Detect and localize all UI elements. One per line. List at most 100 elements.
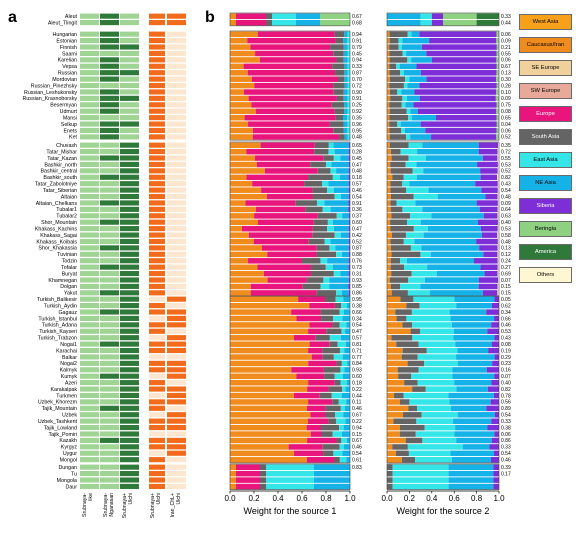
bar-segment bbox=[230, 37, 248, 44]
matrix-cell bbox=[100, 174, 119, 180]
bar-segment bbox=[423, 232, 482, 238]
matrix-cell bbox=[120, 142, 139, 148]
population-name: Altaian bbox=[61, 194, 77, 200]
x-tick-label: 0.2 bbox=[404, 494, 416, 503]
matrix-cell bbox=[100, 181, 119, 187]
pvalue-label: 0.84 bbox=[352, 361, 362, 367]
pvalue-label: 0.09 bbox=[501, 96, 511, 102]
bar-segment bbox=[422, 142, 479, 149]
bar-segment bbox=[348, 277, 350, 283]
bar-segment bbox=[457, 412, 495, 418]
bar-segment bbox=[230, 245, 263, 251]
pvalue-label: 0.72 bbox=[501, 149, 511, 155]
bar-segment bbox=[309, 341, 330, 347]
matrix-cell bbox=[149, 44, 165, 50]
matrix-column-label: Srubnaya- bbox=[82, 493, 88, 517]
matrix-cell bbox=[100, 360, 119, 366]
pvalue-label: 0.06 bbox=[501, 32, 511, 38]
matrix-cell bbox=[120, 450, 139, 456]
pvalue-label: 0.73 bbox=[352, 265, 362, 271]
bar-segment bbox=[489, 444, 499, 450]
matrix-cell bbox=[149, 200, 165, 206]
pvalue-label: 0.15 bbox=[501, 284, 511, 290]
matrix-cell bbox=[167, 431, 186, 437]
bar-segment bbox=[496, 127, 499, 134]
bar-segment bbox=[244, 89, 334, 95]
bar-segment bbox=[403, 174, 417, 181]
bar-segment bbox=[230, 322, 310, 328]
matrix-cell bbox=[167, 271, 186, 277]
matrix-cell bbox=[80, 174, 99, 180]
matrix-cell bbox=[80, 200, 99, 206]
bar-segment bbox=[496, 37, 499, 44]
bar-segment bbox=[247, 70, 336, 76]
bar-segment bbox=[347, 127, 350, 134]
bar-segment bbox=[430, 251, 484, 258]
pvalue-label: 0.95 bbox=[352, 297, 362, 303]
matrix-cell bbox=[149, 181, 165, 187]
bar-segment bbox=[410, 108, 418, 115]
bar-segment bbox=[263, 270, 311, 277]
matrix-cell bbox=[100, 399, 119, 405]
pvalue-label: 0.78 bbox=[501, 393, 511, 399]
bar-segment bbox=[257, 31, 335, 38]
matrix-cell bbox=[80, 168, 99, 174]
bar-segment bbox=[308, 174, 333, 181]
population-name: Tuvinian bbox=[57, 252, 77, 258]
pvalue-label: 0.82 bbox=[501, 387, 511, 393]
bar-segment bbox=[425, 386, 457, 392]
bar-segment bbox=[294, 450, 324, 457]
bar-segment bbox=[389, 70, 401, 76]
matrix-cell bbox=[167, 471, 186, 477]
matrix-column-label: Nganasan bbox=[109, 493, 115, 517]
matrix-cell bbox=[120, 328, 139, 334]
bar-segment bbox=[408, 450, 451, 457]
bar-segment bbox=[348, 283, 350, 290]
bar-segment bbox=[250, 44, 331, 50]
bar-segment bbox=[402, 37, 430, 44]
bar-segment bbox=[398, 37, 403, 44]
bar-segment bbox=[478, 142, 499, 149]
bar-segment bbox=[331, 161, 349, 168]
bar-segment bbox=[428, 187, 482, 193]
bar-segment bbox=[387, 386, 413, 392]
bar-segment bbox=[475, 181, 498, 187]
matrix-cell bbox=[100, 405, 119, 411]
bar-segment bbox=[389, 134, 407, 140]
bar-segment bbox=[414, 238, 477, 245]
matrix-cell bbox=[149, 115, 165, 121]
matrix-cell bbox=[100, 386, 119, 392]
bar-segment bbox=[340, 335, 350, 341]
matrix-cell bbox=[100, 142, 119, 148]
pvalue-label: 0.44 bbox=[352, 393, 362, 399]
matrix-cell bbox=[149, 425, 165, 431]
bar-segment bbox=[230, 19, 236, 26]
bar-segment bbox=[230, 70, 248, 76]
pvalue-label: 0.42 bbox=[352, 233, 362, 239]
matrix-cell bbox=[149, 271, 165, 277]
bar-segment bbox=[341, 360, 348, 367]
pvalue-label: 0.54 bbox=[501, 413, 511, 419]
matrix-cell bbox=[167, 168, 186, 174]
matrix-cell bbox=[100, 44, 119, 50]
bar-segment bbox=[243, 63, 333, 70]
bar-segment bbox=[409, 181, 476, 187]
matrix-cell bbox=[100, 20, 119, 26]
matrix-cell bbox=[167, 437, 186, 443]
pvalue-label: 0.28 bbox=[352, 149, 362, 155]
matrix-cell bbox=[80, 213, 99, 219]
bar-segment bbox=[333, 354, 343, 360]
bar-segment bbox=[230, 444, 289, 450]
legend-item: SE Europe bbox=[519, 60, 572, 76]
bar-segment bbox=[387, 251, 392, 258]
pvalue-label: 0.52 bbox=[501, 135, 511, 141]
population-name: Mongol bbox=[60, 458, 77, 464]
bar-segment bbox=[331, 392, 342, 399]
bar-segment bbox=[448, 483, 494, 490]
bar-segment bbox=[476, 238, 498, 245]
pvalue-label: 0.45 bbox=[352, 156, 362, 162]
matrix-cell bbox=[167, 89, 186, 95]
bar-segment bbox=[494, 412, 499, 418]
bar-segment bbox=[327, 225, 334, 232]
bar-segment bbox=[398, 373, 412, 380]
